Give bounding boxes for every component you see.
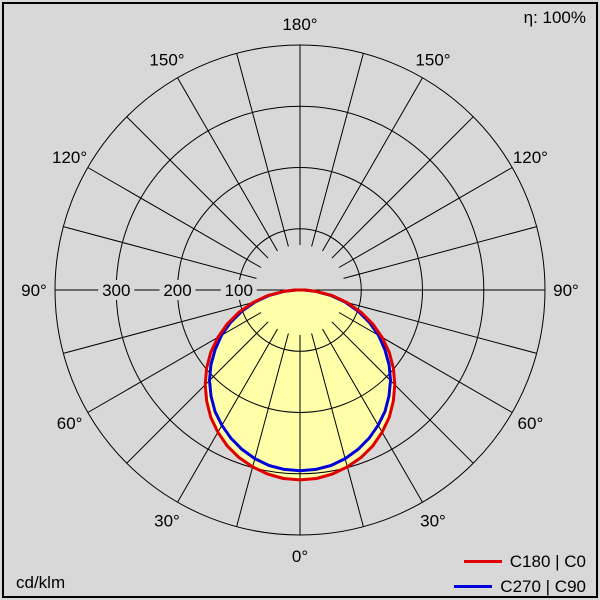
angle-label-150-right: 150° [415,51,450,70]
curve-c180-c0 [203,288,397,482]
angle-label-0: 0° [292,547,308,566]
angle-label-180: 180° [282,15,317,34]
polar-grid [54,44,546,536]
grid-spoke-240 [87,167,262,268]
grid-spoke-75 [343,301,537,354]
angle-label-60-right: 60° [518,414,544,433]
radial-tick-bg [98,280,135,300]
legend-item-c180-c0: C180 | C0 [463,552,586,571]
grid-spoke-300 [87,312,262,413]
radial-tick-label-300: 300 [102,281,130,300]
grid-spoke-105 [343,226,537,279]
grid-spoke-150 [322,77,423,252]
radial-tick-bg [159,280,196,300]
legend-line-red [463,560,502,563]
grid-spoke-60 [338,312,513,413]
grid-spoke-30 [322,328,423,503]
radial-tick-label-200: 200 [163,281,191,300]
units-label: cd/klm [16,573,66,592]
grid-spoke-315 [126,321,269,464]
angle-label-30-right: 30° [420,511,446,530]
grid-spoke-135 [331,116,474,259]
efficiency-label: η: 100% [523,8,586,27]
angle-label-120-right: 120° [513,148,548,167]
angle-label-90-right: 90° [553,281,579,300]
legend-label-c270-c90: C270 | C90 [500,577,586,596]
legend-line-blue [454,585,493,588]
grid-spoke-165 [311,53,364,247]
angle-label-150-left: 150° [149,51,184,70]
legend-item-c270-c90: C270 | C90 [454,578,586,595]
grid-spoke-225 [126,116,269,259]
grid-spoke-345 [236,333,289,527]
grid-spoke-285 [63,301,257,354]
radial-tick-bg [220,280,257,300]
angle-label-30-left: 30° [154,511,180,530]
angle-label-60-left: 60° [57,414,83,433]
curve-c270-c90 [208,288,392,473]
radial-tick-label-100: 100 [225,281,253,300]
grid-spoke-195 [236,53,289,247]
grid-spoke-255 [63,226,257,279]
grid-spoke-330 [177,328,278,503]
angle-label-90-left: 90° [21,281,47,300]
angle-label-120-left: 120° [52,148,87,167]
grid-spoke-120 [338,167,513,268]
grid-spoke-45 [331,321,474,464]
grid-spoke-210 [177,77,278,252]
legend-label-c180-c0: C180 | C0 [509,552,586,571]
grid-spoke-15 [311,333,364,527]
